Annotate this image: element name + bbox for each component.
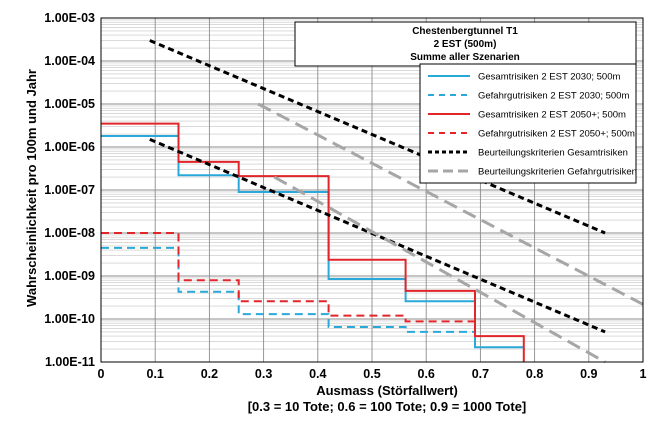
x-tick-label: 0.6	[418, 367, 435, 381]
series-line-5	[149, 39, 606, 235]
chart-title-line-2: 2 EST (500m)	[434, 39, 497, 50]
legend-label: Beurteilungskriterien Gesamtrisiken	[478, 148, 628, 159]
x-tick-label: 0.7	[472, 367, 489, 381]
x-tick-label: 0.4	[309, 367, 326, 381]
x-tick-label: 1	[640, 367, 647, 381]
chart-title-line-3: Summe aller Szenarien	[410, 52, 520, 63]
y-tick-label: 1.00E-03	[44, 11, 95, 25]
x-axis-ticks: 0 0.1 0.2 0.3 0.4 0.5 0.6 0.7 0.8 0.9 1	[98, 367, 647, 381]
legend-label: Gesamtrisiken 2 EST 2050+; 500m	[478, 110, 626, 121]
legend-label: Gefahrgutrisiken 2 EST 2030; 500m	[478, 91, 629, 102]
x-tick-label: 0.2	[201, 367, 218, 381]
x-axis-title: Ausmass (Störfallwert)	[316, 383, 458, 398]
legend-label: Gefahrgutrisiken 2 EST 2050+; 500m	[478, 129, 635, 140]
y-tick-label: 1.00E-06	[44, 140, 95, 154]
series-line-6	[273, 175, 606, 364]
series-layer	[101, 39, 644, 364]
legend: Gesamtrisiken 2 EST 2030; 500m Gefahrgutr…	[419, 63, 637, 184]
y-tick-label: 1.00E-07	[44, 183, 95, 197]
series-line-5	[149, 138, 606, 334]
y-tick-label: 1.00E-09	[44, 269, 95, 283]
y-tick-label: 1.00E-05	[44, 97, 95, 111]
y-tick-label: 1.00E-11	[45, 355, 95, 369]
plot-frame	[100, 17, 644, 363]
y-axis-title: Wahrscheinlichkeit pro 100m und Jahr	[24, 69, 39, 307]
y-tick-label: 1.00E-08	[44, 226, 95, 240]
series-line-4	[101, 232, 475, 323]
x-tick-label: 0	[98, 367, 105, 381]
chart-title-box: Chestenbergtunnel T1 2 EST (500m) Summe …	[294, 21, 637, 67]
x-tick-label: 0.5	[363, 367, 380, 381]
y-axis-ticks: 1.00E-03 1.00E-04 1.00E-05 1.00E-06 1.00E-07…	[44, 11, 95, 369]
x-axis-subtitle: [0.3 = 10 Tote; 0.6 = 100 Tote; 0.9 = 10…	[248, 399, 527, 414]
series-line-2	[101, 246, 475, 333]
y-tick-label: 1.00E-10	[44, 312, 95, 326]
chart-title-line-1: Chestenbergtunnel T1	[412, 26, 518, 37]
x-tick-label: 0.8	[526, 367, 543, 381]
legend-label: Beurteilungskriterien Gefahrgutrisiken	[478, 167, 637, 178]
x-tick-label: 0.3	[255, 367, 272, 381]
series-line-3	[101, 122, 525, 362]
x-tick-label: 0.1	[147, 367, 164, 381]
x-tick-label: 0.9	[580, 367, 597, 381]
y-tick-label: 1.00E-04	[44, 54, 95, 68]
series-line-6	[257, 102, 644, 306]
legend-label: Gesamtrisiken 2 EST 2030; 500m	[478, 72, 620, 83]
